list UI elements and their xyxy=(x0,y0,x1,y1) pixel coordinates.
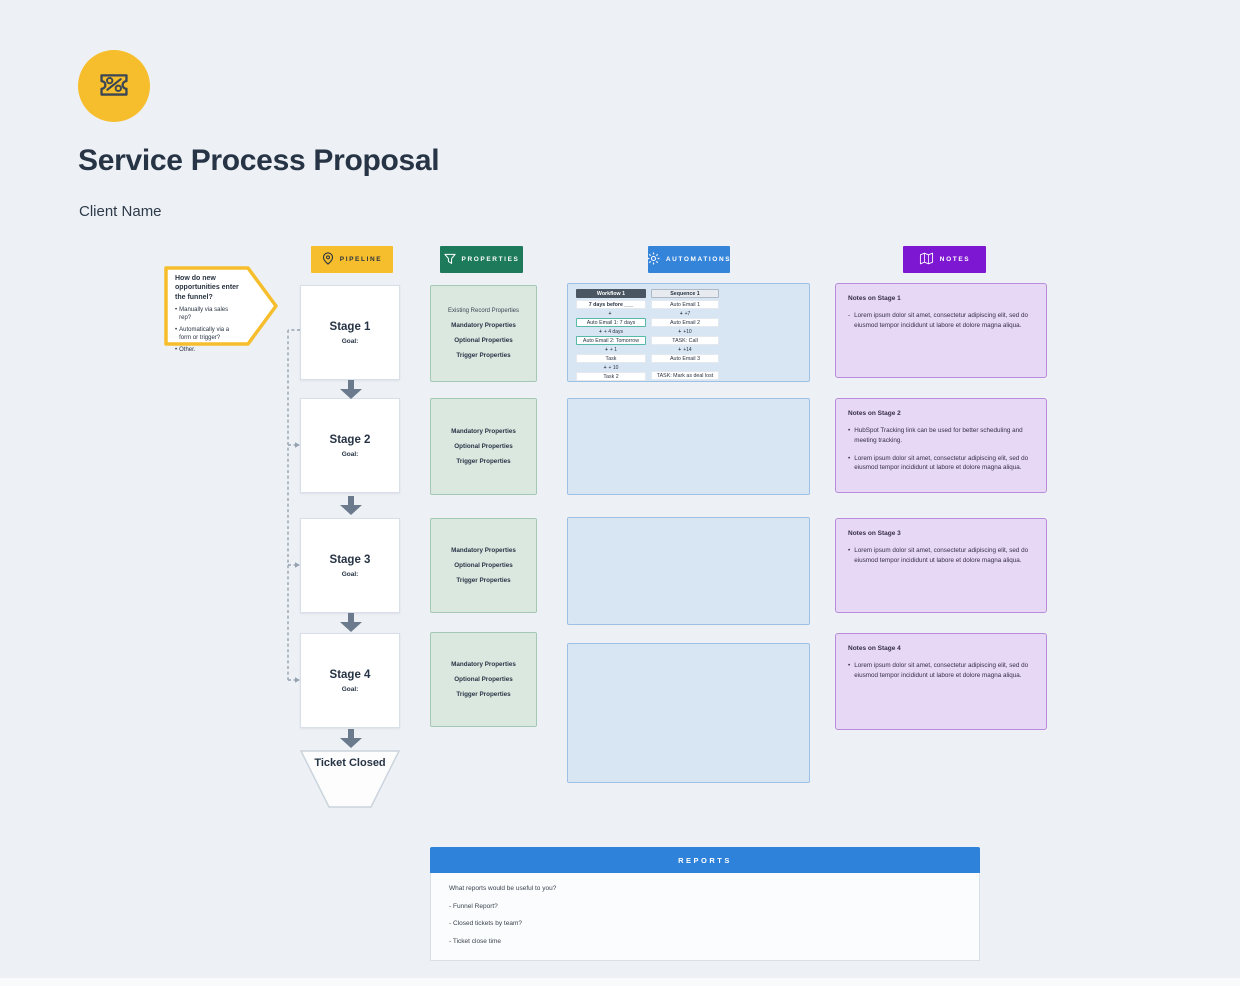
workflow-step: Auto Email 2: Tomorrow xyxy=(576,336,646,345)
properties-box-stage-2: Mandatory Properties Optional Properties… xyxy=(430,398,537,495)
reports-question: What reports would be useful to you? xyxy=(449,885,557,892)
column-header-notes: NOTES xyxy=(903,246,986,273)
workflow-step: Task xyxy=(576,354,646,363)
funnel-entry-callout: How do new opportunities enter the funne… xyxy=(164,266,278,353)
note-item: • Lorem ipsum dolor sit amet, consectetu… xyxy=(848,547,1029,564)
callout-item: • Other. xyxy=(175,346,196,353)
column-header-label: NOTES xyxy=(939,256,971,263)
sequence-step: Auto Email 1 xyxy=(651,300,719,309)
column-header-pipeline: PIPELINE xyxy=(311,246,393,273)
down-arrow-icon xyxy=(340,613,362,632)
reports-body: What reports would be useful to you? - F… xyxy=(430,873,980,961)
sequence-step: TASK: Mark as deal lost xyxy=(651,371,719,380)
reports-item: - Closed tickets by team? xyxy=(449,920,522,927)
callout-item: • Manually via sales rep? xyxy=(175,307,229,322)
workflow-step: 7 days before ___ xyxy=(576,300,646,309)
sequence-header: Sequence 1 xyxy=(651,289,719,298)
stage-goal-label: Goal: xyxy=(341,337,359,345)
client-name: Client Name xyxy=(79,203,162,220)
notes-box-stage-2: Notes on Stage 2 • HubSpot Tracking link… xyxy=(835,398,1047,493)
properties-box-stage-3: Mandatory Properties Optional Properties… xyxy=(430,518,537,613)
automations-box-stage-3 xyxy=(567,517,810,625)
workflow-step: Task 2 xyxy=(576,372,646,381)
properties-box-stage-1: Existing Record Properties Mandatory Pro… xyxy=(430,285,537,382)
workflow-header: Workflow 1 xyxy=(576,289,646,298)
sequence-connector: + +10 xyxy=(678,328,692,335)
properties-box-stage-4: Mandatory Properties Optional Properties… xyxy=(430,632,537,727)
note-item: • Lorem ipsum dolor sit amet, consectetu… xyxy=(848,454,1029,472)
note-title: Notes on Stage 1 xyxy=(848,295,901,302)
reports-item: - Funnel Report? xyxy=(449,902,498,910)
reports-title: REPORTS xyxy=(678,855,732,865)
workflow-connector: + + 4 days xyxy=(599,328,623,335)
workflow-step: Auto Email 1: 7 days xyxy=(576,318,646,327)
down-arrow-icon xyxy=(340,380,362,399)
stage-1-box: Stage 1 Goal: xyxy=(300,285,400,380)
stage-4-box: Stage 4 Goal: xyxy=(300,633,400,728)
workflow-connector: + + 10 xyxy=(603,364,619,371)
note-item: • HubSpot Tracking link can be used for … xyxy=(848,427,1023,444)
column-header-automations: AUTOMATIONS xyxy=(647,246,732,273)
gear-icon xyxy=(647,252,660,267)
ticket-closed-label: Ticket Closed xyxy=(314,757,386,769)
note-title: Notes on Stage 4 xyxy=(848,645,901,652)
stage-goal-label: Goal: xyxy=(341,450,359,458)
sequence-step: TASK: Call xyxy=(651,336,719,345)
ticket-logo-badge xyxy=(78,50,150,122)
notes-box-stage-4: Notes on Stage 4 • Lorem ipsum dolor sit… xyxy=(835,633,1047,730)
down-arrow-icon xyxy=(340,496,362,515)
sequence-connector: + +14 xyxy=(678,346,692,353)
pin-icon xyxy=(322,252,334,267)
dashed-entry-connector xyxy=(287,329,300,683)
page-title: Service Process Proposal xyxy=(78,144,440,177)
map-icon xyxy=(919,252,934,267)
stage-name: Stage 1 xyxy=(329,320,371,333)
workflow-connector: + xyxy=(608,310,612,317)
ticket-closed-shape xyxy=(300,750,400,808)
sequence-step: Auto Email 3 xyxy=(651,354,719,363)
note-title: Notes on Stage 2 xyxy=(848,410,901,417)
workflow-connector: + + 1 xyxy=(604,346,617,353)
down-arrow-icon xyxy=(340,729,362,748)
automations-box-stage-2 xyxy=(567,398,810,495)
funnel-icon xyxy=(443,253,456,267)
stage-goal-label: Goal: xyxy=(341,685,359,693)
automations-box-stage-4 xyxy=(567,643,810,783)
notes-box-stage-1: Notes on Stage 1 - Lorem ipsum dolor sit… xyxy=(835,283,1047,378)
stage-name: Stage 3 xyxy=(329,553,371,566)
column-header-label: PROPERTIES xyxy=(461,256,520,263)
reports-header: REPORTS xyxy=(430,847,980,873)
reports-item: - Ticket close time xyxy=(449,937,502,945)
ticket-percent-icon xyxy=(91,61,137,112)
stage-2-box: Stage 2 Goal: xyxy=(300,398,400,493)
callout-question: How do new opportunities enter the funne… xyxy=(175,275,239,301)
stage-3-box: Stage 3 Goal: xyxy=(300,518,400,613)
stage-name: Stage 2 xyxy=(329,433,371,446)
column-header-label: PIPELINE xyxy=(339,256,383,263)
column-header-label: AUTOMATIONS xyxy=(665,256,732,263)
bottom-strip xyxy=(0,978,1240,986)
workflow-column: Workflow 1 7 days before ___ + Auto Emai… xyxy=(576,289,646,381)
sequence-connector: + +7 xyxy=(679,310,691,317)
stage-name: Stage 4 xyxy=(329,668,371,681)
note-item: - Lorem ipsum dolor sit amet, consectetu… xyxy=(848,312,1029,329)
notes-box-stage-3: Notes on Stage 3 • Lorem ipsum dolor sit… xyxy=(835,518,1047,613)
automations-box-stage-1: Workflow 1 7 days before ___ + Auto Emai… xyxy=(567,283,810,382)
column-header-properties: PROPERTIES xyxy=(440,246,523,273)
sequence-column: Sequence 1 Auto Email 1 + +7 Auto Email … xyxy=(651,289,719,380)
callout-item: • Automatically via a form or trigger? xyxy=(175,326,230,341)
sequence-step: Auto Email 2 xyxy=(651,318,719,327)
note-item: • Lorem ipsum dolor sit amet, consectetu… xyxy=(848,662,1029,679)
note-title: Notes on Stage 3 xyxy=(848,530,901,537)
stage-goal-label: Goal: xyxy=(341,570,359,578)
